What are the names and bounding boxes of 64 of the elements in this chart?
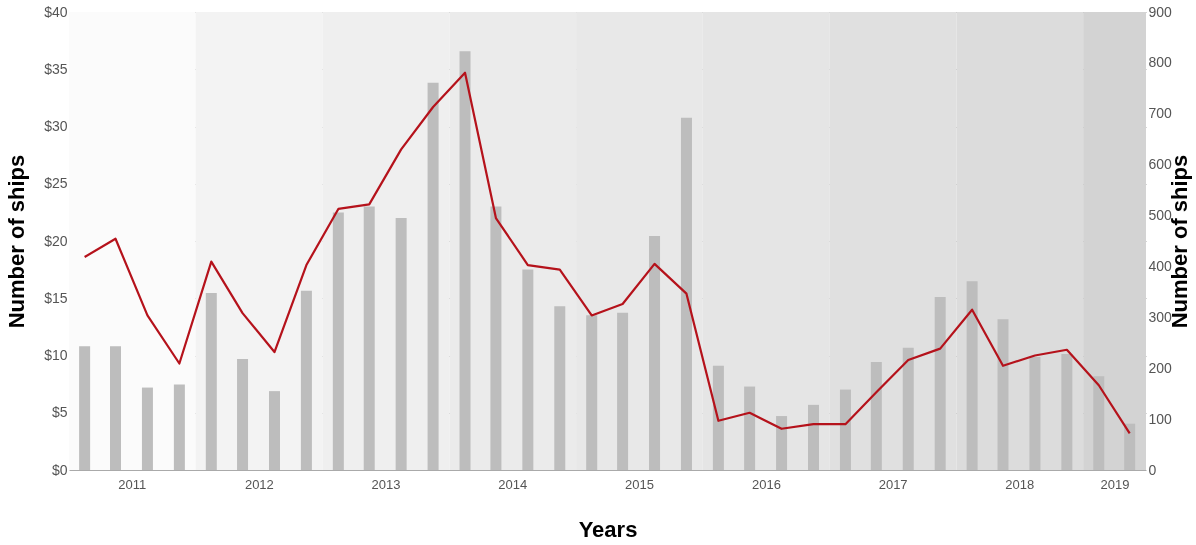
bar: [649, 235, 661, 470]
y-tick-label: $40: [44, 3, 68, 20]
bar: [744, 386, 756, 470]
y-tick-label: $25: [44, 175, 68, 192]
y2-tick-label: 300: [1148, 308, 1173, 325]
x-tick-label: 2016: [751, 476, 781, 492]
bar: [110, 346, 122, 470]
bar: [141, 387, 153, 470]
y2-tick-label: 900: [1148, 3, 1173, 20]
y-tick-label: $30: [44, 118, 68, 134]
x-tick-label: 2014: [498, 476, 528, 492]
y-axis-title: Number of ships: [4, 154, 30, 329]
bar: [363, 206, 375, 470]
y2-tick-label: 600: [1148, 156, 1173, 173]
bar: [205, 292, 217, 470]
bar: [617, 312, 629, 470]
bar: [712, 365, 724, 470]
y-tick-label: $20: [44, 232, 68, 249]
y2-tick-label: 200: [1148, 359, 1173, 376]
bar: [237, 359, 249, 470]
bar: [586, 315, 598, 470]
x-tick-label: 2018: [1005, 476, 1035, 492]
y-tick-label: $0: [51, 461, 68, 478]
bar: [459, 51, 471, 470]
y2-tick-label: 700: [1148, 105, 1173, 122]
y2-tick-label: 400: [1148, 257, 1173, 274]
bar: [1093, 376, 1105, 470]
bar: [1029, 357, 1041, 470]
y-tick-label: $5: [51, 404, 68, 421]
bar: [522, 269, 534, 470]
bar: [776, 416, 788, 470]
x-axis-title: Years: [578, 516, 638, 542]
bar: [554, 306, 566, 470]
bar: [79, 346, 91, 470]
y2-tick-label: 800: [1148, 54, 1173, 71]
bar: [997, 319, 1009, 470]
bar: [934, 296, 946, 470]
bar: [332, 212, 344, 470]
x-tick-label: 2017: [878, 476, 908, 492]
bar: [966, 281, 978, 470]
x-tick-label: 2019: [1100, 476, 1130, 492]
bar: [490, 206, 502, 470]
bar: [268, 391, 280, 470]
bar: [1124, 423, 1136, 470]
y2-tick-label: 100: [1148, 410, 1173, 427]
bar: [173, 384, 185, 470]
bar: [680, 117, 692, 470]
bar: [870, 362, 882, 470]
bar: [1061, 353, 1073, 470]
y-tick-label: $35: [44, 60, 68, 77]
bar: [839, 389, 851, 470]
bar: [427, 82, 439, 470]
x-tick-label: 2013: [371, 476, 401, 492]
y-tick-label: $10: [44, 347, 68, 363]
x-tick-label: 2012: [244, 476, 274, 492]
x-tick-label: 2011: [118, 476, 147, 492]
bar: [395, 218, 407, 470]
y-tick-label: $15: [44, 289, 68, 306]
line-series: [83, 71, 1131, 435]
bar: [807, 404, 819, 470]
y2-tick-label: 0: [1148, 461, 1157, 478]
bar: [902, 347, 914, 470]
x-tick-label: 2015: [624, 476, 654, 492]
bar: [300, 290, 312, 470]
